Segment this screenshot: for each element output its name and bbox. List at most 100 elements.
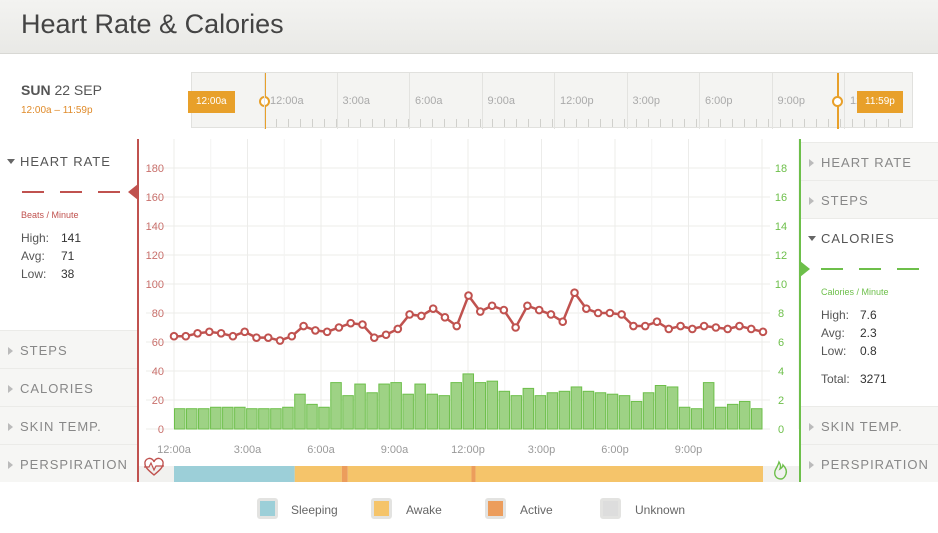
heart-rate-point: [688, 324, 697, 334]
sidebar-item-calories[interactable]: CALORIES Calories / Minute High: 7.6 Avg…: [801, 218, 938, 406]
timeline-tick: [840, 119, 841, 127]
page-header: Heart Rate & Calories: [0, 0, 938, 54]
heart-rate-point: [205, 327, 214, 337]
legend-label: Awake: [406, 503, 442, 517]
sidebar-item-steps[interactable]: STEPS: [0, 330, 138, 368]
timeline-tick: [276, 119, 277, 127]
chart-icons: [144, 457, 788, 480]
y-tick-label: 20: [152, 395, 164, 407]
calorie-bar: [366, 392, 378, 430]
timeline-tick: [564, 119, 565, 127]
stat-value: 141: [61, 231, 82, 245]
calorie-bar: [174, 408, 186, 430]
stat-total: Total: 3271: [821, 372, 887, 386]
pulse-line-icon: [144, 461, 164, 472]
timeline-tick: [720, 119, 721, 127]
heart-rate-point: [252, 333, 261, 342]
timeline-tick: [516, 119, 517, 127]
calorie-bar: [390, 382, 402, 430]
sidebar-item-skin-temp[interactable]: SKIN TEMP.: [801, 406, 938, 444]
stat-label: Avg:: [21, 249, 45, 263]
calorie-bar: [354, 383, 366, 430]
calorie-bar: [738, 400, 751, 430]
stat-low: Low: 38: [21, 267, 74, 281]
legend-dash-icon: [98, 191, 120, 193]
timeline-end-handle[interactable]: [832, 96, 843, 107]
collapsed-arrow-icon: [8, 347, 13, 355]
calorie-bar: [414, 383, 426, 430]
timeline-tick: [648, 119, 649, 127]
calorie-bar: [330, 382, 342, 430]
timeline-tick: [708, 119, 709, 127]
stat-avg: Avg: 2.3: [821, 326, 877, 340]
legend-label: Active: [520, 503, 553, 517]
heart-rate-point: [511, 323, 520, 332]
activity-band: [139, 466, 799, 482]
heart-rate-point: [299, 321, 308, 331]
heart-rate-point: [746, 324, 756, 334]
unit-label: Calories / Minute: [821, 287, 889, 297]
heart-rate-point: [499, 305, 509, 315]
sidebar-item-label: PERSPIRATION: [821, 457, 929, 472]
sidebar-item-perspiration[interactable]: PERSPIRATION: [801, 444, 938, 482]
heart-rate-point: [311, 326, 320, 335]
timeline-tick: [756, 119, 757, 127]
sidebar-item-calories[interactable]: CALORIES: [0, 368, 138, 406]
calorie-bar: [462, 373, 475, 430]
y2-tick-label: 10: [775, 279, 787, 291]
timeline-tick: [360, 119, 361, 127]
calorie-bar: [198, 408, 210, 430]
timeline-tick: [696, 119, 697, 127]
unit-label: Beats / Minute: [21, 210, 79, 220]
heart-rate-point: [523, 301, 532, 311]
timeline-tick: [780, 119, 781, 127]
heart-rate-point: [711, 323, 721, 332]
stat-value: 0.8: [860, 344, 877, 358]
heart-rate-point: [240, 327, 249, 337]
calorie-bar: [642, 392, 655, 430]
timeline-tick: [600, 119, 601, 127]
heart-rate-point: [723, 324, 732, 334]
sleeping-swatch: [257, 498, 278, 519]
y2-tick-label: 8: [778, 308, 784, 320]
sidebar-item-label: CALORIES: [821, 231, 895, 246]
timeline-tick: [552, 119, 553, 127]
calorie-bar: [294, 393, 306, 430]
timeline-tick: [660, 119, 661, 127]
sidebar-item-skin-temp[interactable]: SKIN TEMP.: [0, 406, 138, 444]
collapsed-arrow-icon: [8, 385, 13, 393]
y2-tick-label: 14: [775, 221, 787, 233]
left-metric-panel: HEART RATE Beats / Minute High: 141 Avg:…: [0, 142, 138, 482]
calorie-bar: [678, 406, 691, 430]
timeline-divider: [336, 73, 338, 129]
stat-avg: Avg: 71: [21, 249, 74, 263]
calorie-bar: [750, 408, 763, 430]
calorie-bar: [450, 382, 462, 430]
y-tick-label: 180: [146, 163, 164, 175]
legend-dash-icon: [897, 268, 919, 270]
x-tick-label: 3:00p: [528, 444, 556, 456]
sidebar-item-perspiration[interactable]: PERSPIRATION: [0, 444, 138, 482]
timeline-tick: [900, 119, 901, 127]
sidebar-item-steps[interactable]: STEPS: [801, 180, 938, 218]
active-swatch: [485, 498, 506, 519]
calorie-bar: [282, 406, 294, 430]
timeline-divider: [409, 73, 410, 129]
timeline-tick: [504, 119, 505, 127]
heart-rate-point: [263, 333, 273, 342]
timeline-divider: [844, 73, 845, 129]
y2-tick-label: 12: [775, 250, 787, 262]
y2-tick-label: 4: [778, 366, 784, 378]
timeline-tick: [864, 119, 865, 127]
timeline-slider[interactable]: 12:00a 3:00a 6:00a 9:00a 12:00p 3:00p 6:00p 9:0…: [188, 72, 913, 129]
heart-rate-point: [322, 327, 332, 337]
timeline-tick: [576, 119, 577, 127]
sidebar-item-heart-rate[interactable]: HEART RATE: [801, 142, 938, 180]
collapsed-arrow-icon: [809, 461, 814, 469]
heart-rate-point: [652, 317, 662, 327]
sidebar-item-heart-rate[interactable]: HEART RATE Beats / Minute High: 141 Avg:…: [0, 142, 138, 330]
timeline-tick: [804, 119, 805, 127]
timeline-tick: [312, 119, 313, 127]
calorie-bar: [534, 395, 547, 430]
